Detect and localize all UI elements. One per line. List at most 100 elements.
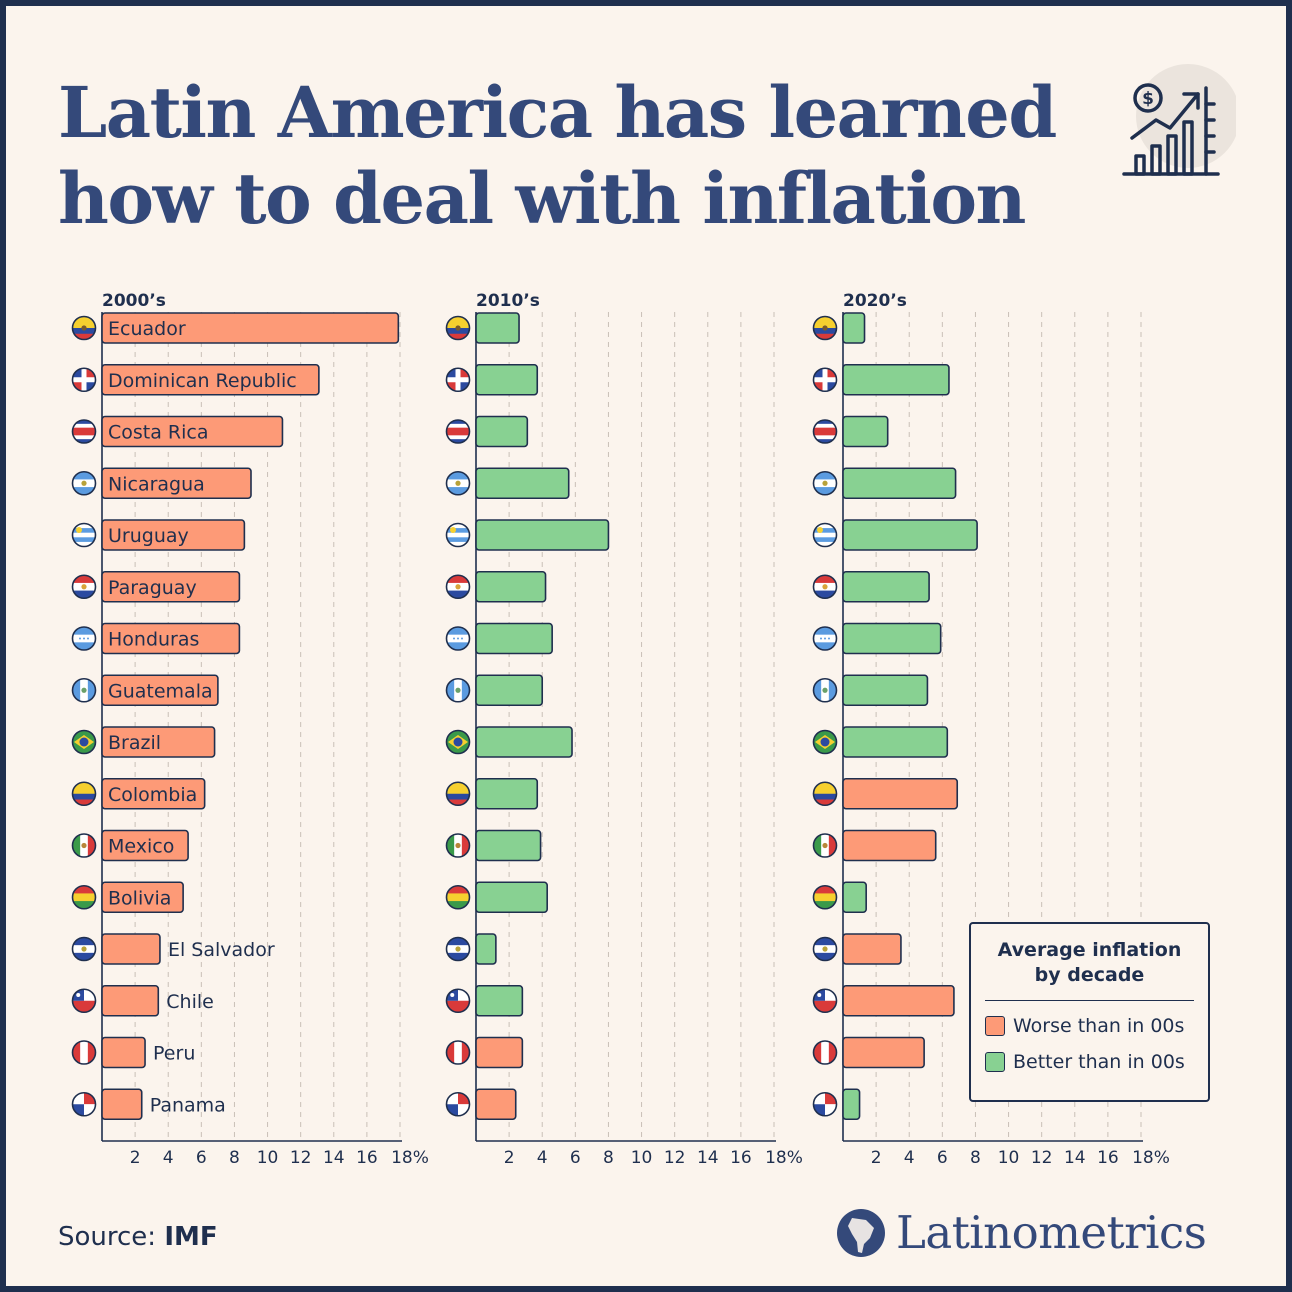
bar-costa-rica xyxy=(475,415,529,448)
x-tick-label: 2 xyxy=(130,1148,141,1168)
flag-bolivia-icon xyxy=(445,884,471,910)
legend-swatch-worse xyxy=(985,1016,1005,1036)
bar-bolivia xyxy=(101,881,184,914)
bar-panama xyxy=(475,1088,517,1121)
flag-paraguay-icon xyxy=(71,574,97,600)
x-tick-label: 6 xyxy=(196,1148,207,1168)
flag-guatemala-icon xyxy=(812,677,838,703)
bar-honduras xyxy=(101,622,241,655)
bar-costa-rica xyxy=(842,415,889,448)
bar-paraguay xyxy=(475,570,547,603)
flag-uruguay-icon xyxy=(812,522,838,548)
title-line-1: Latin America has learned xyxy=(58,71,1057,154)
flag-honduras-icon xyxy=(71,626,97,651)
title-line-2: how to deal with inflation xyxy=(58,157,1026,240)
flag-brazil-icon xyxy=(445,729,471,755)
x-tick-label: 10 xyxy=(257,1148,279,1168)
source-label: Source: xyxy=(58,1222,157,1252)
x-tick-label: 2 xyxy=(504,1148,515,1168)
flag-uruguay-icon xyxy=(71,522,97,548)
bar-chile xyxy=(842,984,955,1017)
bar-uruguay xyxy=(101,519,246,551)
category-label: Peru xyxy=(153,1043,195,1065)
flag-dominican-republic-icon xyxy=(812,367,838,393)
flag-costa-rica-icon xyxy=(445,419,471,444)
bar-guatemala xyxy=(101,674,219,707)
x-tick-label: 10 xyxy=(631,1148,653,1168)
bar-honduras xyxy=(842,622,942,655)
bar-peru xyxy=(842,1036,925,1069)
legend-title: Average inflation by decade xyxy=(985,938,1194,1001)
flag-mexico-icon xyxy=(812,833,838,858)
bar-ecuador xyxy=(101,312,400,344)
bar-colombia xyxy=(842,777,959,810)
bar-guatemala xyxy=(842,674,929,707)
chart-panel-1: 2000’s 2 4 6 8 10 12 14 16 18% Ecuador Dominican Re… xyxy=(71,291,429,1168)
x-tick-label: 6 xyxy=(937,1148,948,1168)
source-note: Source: IMF xyxy=(58,1222,218,1252)
bar-brazil xyxy=(101,726,216,758)
flag-nicaragua-icon xyxy=(71,470,97,496)
flag-chile-icon xyxy=(445,988,471,1014)
flag-mexico-icon xyxy=(71,833,97,858)
x-tick-label: 6 xyxy=(570,1148,581,1168)
flag-dominican-republic-icon xyxy=(71,367,97,393)
panel-title: 2010’s xyxy=(476,291,540,311)
category-label: Colombia xyxy=(108,784,197,806)
bar-panama xyxy=(842,1088,861,1121)
category-label: El Salvador xyxy=(168,939,275,961)
bar-brazil xyxy=(842,726,949,758)
flag-ecuador-icon xyxy=(71,315,97,341)
x-tick-label: 18% xyxy=(1132,1148,1170,1168)
x-tick-label: 14 xyxy=(1064,1148,1086,1168)
panel-title: 2020’s xyxy=(843,291,907,311)
bar-el-salvador xyxy=(475,933,497,965)
x-tick-label: 4 xyxy=(163,1148,174,1168)
category-label: Paraguay xyxy=(108,577,197,599)
x-tick-label: 12 xyxy=(1031,1148,1053,1168)
bar-colombia xyxy=(475,777,539,810)
flag-brazil-icon xyxy=(71,729,97,755)
bar-peru xyxy=(101,1036,146,1069)
x-tick-label: 18% xyxy=(765,1148,803,1168)
x-tick-label: 12 xyxy=(664,1148,686,1168)
bar-chile xyxy=(101,984,160,1017)
flag-honduras-icon xyxy=(812,626,838,651)
legend-label-worse: Worse than in 00s xyxy=(1013,1015,1185,1037)
panel-title: 2000’s xyxy=(102,291,166,311)
flag-peru-icon xyxy=(71,1040,97,1065)
flag-panama-icon xyxy=(812,1091,838,1117)
category-label: Panama xyxy=(150,1094,226,1116)
flag-colombia-icon xyxy=(71,781,97,807)
bar-uruguay xyxy=(475,519,610,551)
flag-brazil-icon xyxy=(812,729,838,755)
bar-peru xyxy=(475,1036,524,1069)
flag-chile-icon xyxy=(71,988,97,1014)
brand-logo: Latinometrics xyxy=(836,1206,1207,1259)
bar-ecuador xyxy=(475,312,520,344)
x-tick-label: 4 xyxy=(904,1148,915,1168)
flag-nicaragua-icon xyxy=(445,470,471,496)
flag-el-salvador-icon xyxy=(445,936,471,962)
bar-el-salvador xyxy=(101,933,161,965)
bar-paraguay xyxy=(842,570,930,603)
flag-nicaragua-icon xyxy=(812,470,838,496)
flag-ecuador-icon xyxy=(445,315,471,341)
brand-name: Latinometrics xyxy=(896,1206,1207,1259)
x-tick-label: 14 xyxy=(323,1148,345,1168)
x-tick-label: 16 xyxy=(1097,1148,1119,1168)
category-label: Bolivia xyxy=(108,887,171,909)
bar-dominican-republic xyxy=(475,363,539,396)
flag-el-salvador-icon xyxy=(812,936,838,962)
category-label: Brazil xyxy=(108,732,161,754)
bar-uruguay xyxy=(842,519,978,551)
flag-costa-rica-icon xyxy=(71,419,97,444)
flag-peru-icon xyxy=(445,1040,471,1065)
inflation-bar-charts: 2000’s 2 4 6 8 10 12 14 16 18% Ecuador Dominican Re… xyxy=(71,291,1170,1168)
bar-el-salvador xyxy=(842,933,902,965)
bar-mexico xyxy=(101,829,189,862)
flag-peru-icon xyxy=(812,1040,838,1065)
bar-nicaragua xyxy=(842,467,957,500)
dollar-growth-chart-icon: $ xyxy=(1122,64,1236,176)
x-tick-label: 8 xyxy=(229,1148,240,1168)
